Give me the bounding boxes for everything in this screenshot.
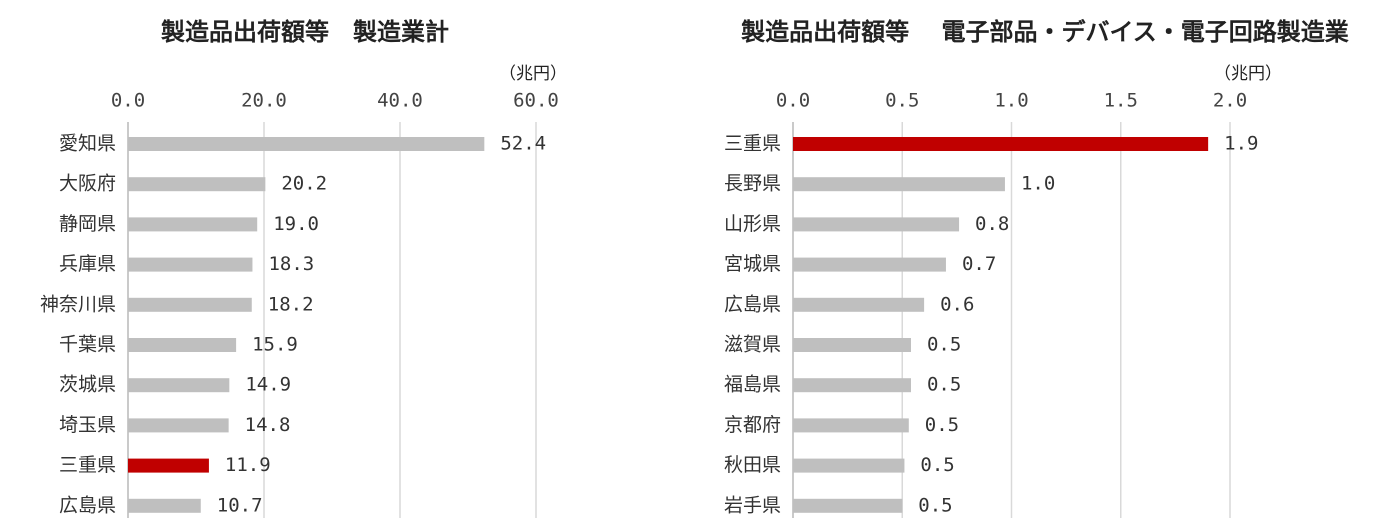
value-label: 15.9 bbox=[252, 334, 298, 356]
value-label: 18.3 bbox=[268, 253, 314, 275]
category-label: 茨城県 bbox=[59, 374, 116, 396]
category-label: 山形県 bbox=[724, 213, 781, 235]
category-label: 埼玉県 bbox=[59, 414, 116, 436]
bar bbox=[793, 418, 909, 433]
bar bbox=[128, 137, 485, 151]
category-label: 広島県 bbox=[724, 293, 781, 315]
value-label: 19.0 bbox=[273, 213, 319, 235]
category-label: 千葉県 bbox=[59, 334, 116, 356]
value-label: 1.0 bbox=[1021, 173, 1055, 195]
category-label: 長野県 bbox=[724, 173, 781, 195]
bar bbox=[793, 498, 903, 513]
x-tick-label: 0.5 bbox=[885, 90, 919, 112]
value-label: 18.2 bbox=[268, 293, 314, 315]
bar bbox=[128, 217, 258, 232]
value-label: 0.8 bbox=[975, 213, 1009, 235]
category-label: 広島県 bbox=[59, 494, 116, 516]
bar bbox=[128, 378, 230, 393]
category-label: 京都府 bbox=[724, 414, 781, 436]
bar bbox=[128, 498, 201, 513]
bar bbox=[793, 217, 960, 232]
x-tick-label: 1.5 bbox=[1104, 90, 1138, 112]
category-label: 静岡県 bbox=[59, 213, 116, 235]
bar bbox=[128, 418, 229, 433]
category-label: 岩手県 bbox=[724, 494, 781, 516]
category-label: 大阪府 bbox=[59, 173, 116, 195]
category-label: 福島県 bbox=[724, 374, 781, 396]
x-tick-label: 60.0 bbox=[513, 90, 559, 112]
value-label: 0.7 bbox=[962, 253, 996, 275]
value-label: 14.8 bbox=[245, 414, 291, 436]
category-label: 兵庫県 bbox=[59, 253, 116, 275]
x-tick-label: 20.0 bbox=[241, 90, 287, 112]
x-tick-label: 40.0 bbox=[377, 90, 423, 112]
x-tick-label: 1.0 bbox=[994, 90, 1028, 112]
value-label: 0.5 bbox=[925, 414, 959, 436]
value-label: 14.9 bbox=[245, 374, 291, 396]
value-label: 1.9 bbox=[1224, 133, 1258, 155]
bar bbox=[128, 338, 237, 352]
unit-label: （兆円） bbox=[1214, 64, 1282, 84]
category-label: 愛知県 bbox=[59, 133, 116, 155]
value-label: 0.5 bbox=[927, 334, 961, 356]
unit-label: （兆円） bbox=[499, 64, 567, 84]
value-label: 0.5 bbox=[918, 494, 952, 516]
x-tick-label: 0.0 bbox=[111, 90, 145, 112]
value-label: 10.7 bbox=[217, 494, 263, 516]
bar bbox=[128, 297, 252, 312]
bar bbox=[793, 338, 911, 352]
category-label: 秋田県 bbox=[724, 454, 781, 476]
bar bbox=[793, 297, 925, 312]
category-label: 三重県 bbox=[59, 454, 116, 476]
x-tick-label: 0.0 bbox=[776, 90, 810, 112]
category-label: 神奈川県 bbox=[40, 293, 116, 315]
value-label: 0.6 bbox=[940, 293, 974, 315]
value-label: 11.9 bbox=[225, 454, 271, 476]
bar bbox=[793, 458, 905, 473]
bar bbox=[128, 177, 266, 192]
category-label: 三重県 bbox=[724, 133, 781, 155]
category-label: 滋賀県 bbox=[724, 334, 781, 356]
category-label: 宮城県 bbox=[724, 253, 781, 275]
bar bbox=[793, 257, 946, 272]
bar bbox=[128, 257, 253, 272]
bar bbox=[793, 137, 1209, 151]
chart-title: 製造品出荷額等 製造業計 bbox=[161, 18, 449, 46]
value-label: 52.4 bbox=[500, 133, 546, 155]
x-tick-label: 2.0 bbox=[1213, 90, 1247, 112]
bar bbox=[793, 378, 911, 393]
value-label: 20.2 bbox=[281, 173, 327, 195]
bar bbox=[793, 177, 1005, 192]
value-label: 0.5 bbox=[920, 454, 954, 476]
chart-title: 製造品出荷額等 電子部品・デバイス・電子回路製造業 bbox=[741, 18, 1349, 46]
bar bbox=[128, 458, 209, 473]
value-label: 0.5 bbox=[927, 374, 961, 396]
